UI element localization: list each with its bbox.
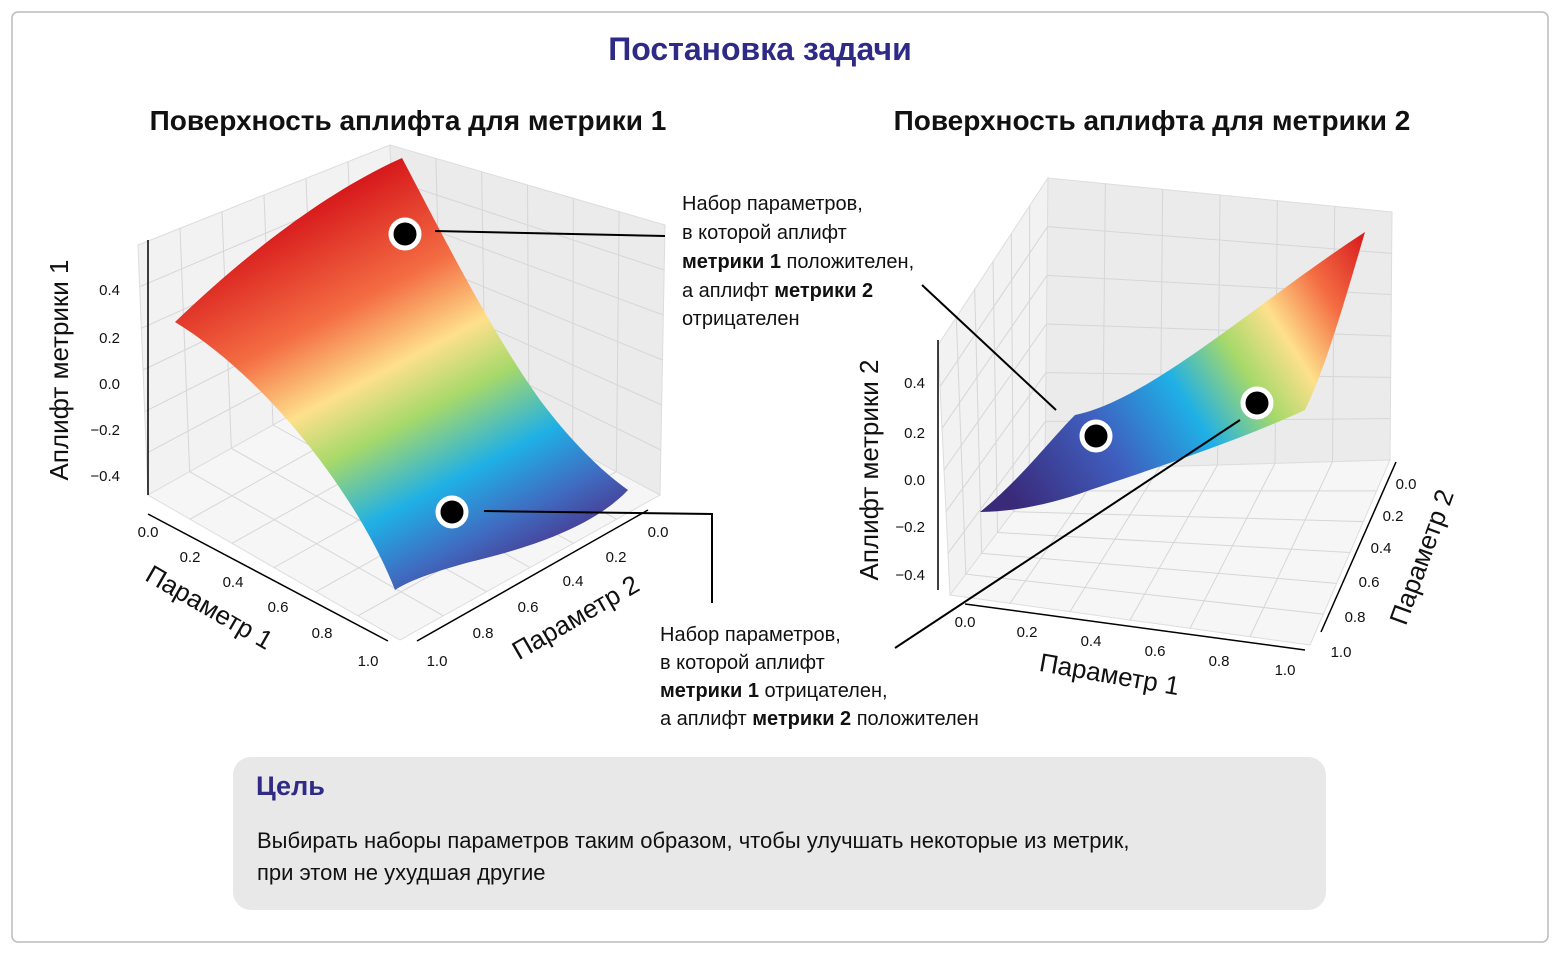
z-tick-label: 0.2 [99, 330, 120, 347]
annotation-line: а аплифт метрики 2 положителен [660, 708, 979, 730]
text: в которой аплифт [682, 222, 847, 244]
y-tick-label: 0.8 [473, 625, 494, 642]
text: в которой аплифт [660, 652, 825, 674]
y-tick-label: 1.0 [427, 653, 448, 670]
z-tick-label: −0.4 [90, 468, 120, 485]
x-tick-label: 0.2 [1017, 624, 1038, 641]
text: Набор параметров, [660, 624, 841, 646]
z-tick-label: 0.0 [99, 376, 120, 393]
x-tick-label: 0.6 [268, 599, 289, 616]
title: Постановка задачи [608, 31, 911, 67]
pane-grid [572, 198, 574, 449]
text: отрицателен [682, 308, 800, 330]
text: положителен, [781, 251, 914, 273]
annotation-line: Набор параметров, [660, 624, 841, 646]
annotation-line: метрики 1 положителен, [682, 251, 914, 273]
annotation: Набор параметров, в которой аплифт метри… [682, 193, 914, 330]
points [388, 217, 1274, 529]
annotation-line: в которой аплифт [660, 652, 825, 674]
pane-grid [1028, 205, 1031, 491]
axis-line [147, 513, 389, 642]
axis-label: Аплифт метрики 1 [44, 259, 74, 480]
goal-text: Выбирать наборы параметров таким образом… [257, 828, 1130, 853]
annotation-line: Набор параметров, [682, 193, 863, 215]
goal-box [233, 757, 1326, 910]
z-tick-label: 0.2 [904, 425, 925, 442]
annotation-line: метрики 1 отрицателен, [660, 680, 888, 702]
text: метрики 2 [752, 708, 851, 730]
y-tick-label: 0.2 [606, 549, 627, 566]
text: Набор параметров, [682, 193, 863, 215]
y-tick-label: 1.0 [1331, 644, 1352, 661]
x-tick-label: 0.2 [180, 549, 201, 566]
panel-title: Поверхность аплифта для метрики 1 [150, 105, 667, 136]
annotation-line: отрицателен [682, 308, 800, 330]
y-tick-label: 0.6 [1359, 574, 1380, 591]
axis-label: Аплифт метрики 2 [854, 359, 884, 580]
pane-grid [1047, 226, 1392, 254]
text: а аплифт [660, 708, 752, 730]
text: метрики 2 [774, 280, 873, 302]
panel-title: Поверхность аплифта для метрики 2 [894, 105, 1411, 136]
y-tick-label: 0.4 [563, 573, 584, 590]
x-tick-label: 0.8 [1209, 653, 1230, 670]
z-tick-label: 0.4 [904, 375, 925, 392]
z-tick-label: −0.4 [895, 567, 925, 584]
text: отрицателен, [759, 680, 888, 702]
text: метрики 1 [660, 680, 759, 702]
axis-line [1320, 461, 1397, 633]
goal-text: при этом не ухудшая другие [257, 860, 545, 885]
text: метрики 1 [682, 251, 781, 273]
leaders [434, 230, 1241, 649]
x-tick-label: 0.6 [1145, 643, 1166, 660]
y-tick-label: 0.0 [648, 524, 669, 541]
pane-grid [391, 179, 665, 271]
surface [980, 232, 1365, 512]
z-tick-label: 0.4 [99, 282, 120, 299]
y-tick-label: 0.0 [1396, 476, 1417, 493]
goal-title: Цель [256, 771, 325, 801]
z-tick-label: 0.0 [904, 472, 925, 489]
annotation: Набор параметров, в которой аплифт метри… [660, 624, 979, 730]
x-tick-label: 0.0 [955, 614, 976, 631]
text: положителен [851, 708, 979, 730]
x-tick-label: 1.0 [1275, 662, 1296, 679]
z-tick-label: −0.2 [895, 519, 925, 536]
annotation-line: а аплифт метрики 2 [682, 280, 873, 302]
y-tick-label: 0.6 [518, 599, 539, 616]
x-tick-label: 0.4 [1081, 633, 1102, 650]
x-tick-label: 0.8 [312, 625, 333, 642]
text: а аплифт [682, 280, 774, 302]
y-tick-label: 0.8 [1345, 609, 1366, 626]
axis-line [416, 509, 649, 642]
surface [175, 158, 628, 590]
x-tick-label: 1.0 [358, 653, 379, 670]
y-tick-label: 0.4 [1371, 540, 1392, 557]
annotation-line: в которой аплифт [682, 222, 847, 244]
x-tick-label: 0.0 [138, 524, 159, 541]
axis-line [964, 603, 1306, 651]
z-tick-label: −0.2 [90, 422, 120, 439]
x-tick-label: 0.4 [223, 574, 244, 591]
y-tick-label: 0.2 [1383, 508, 1404, 525]
pane-grid [939, 226, 1048, 387]
